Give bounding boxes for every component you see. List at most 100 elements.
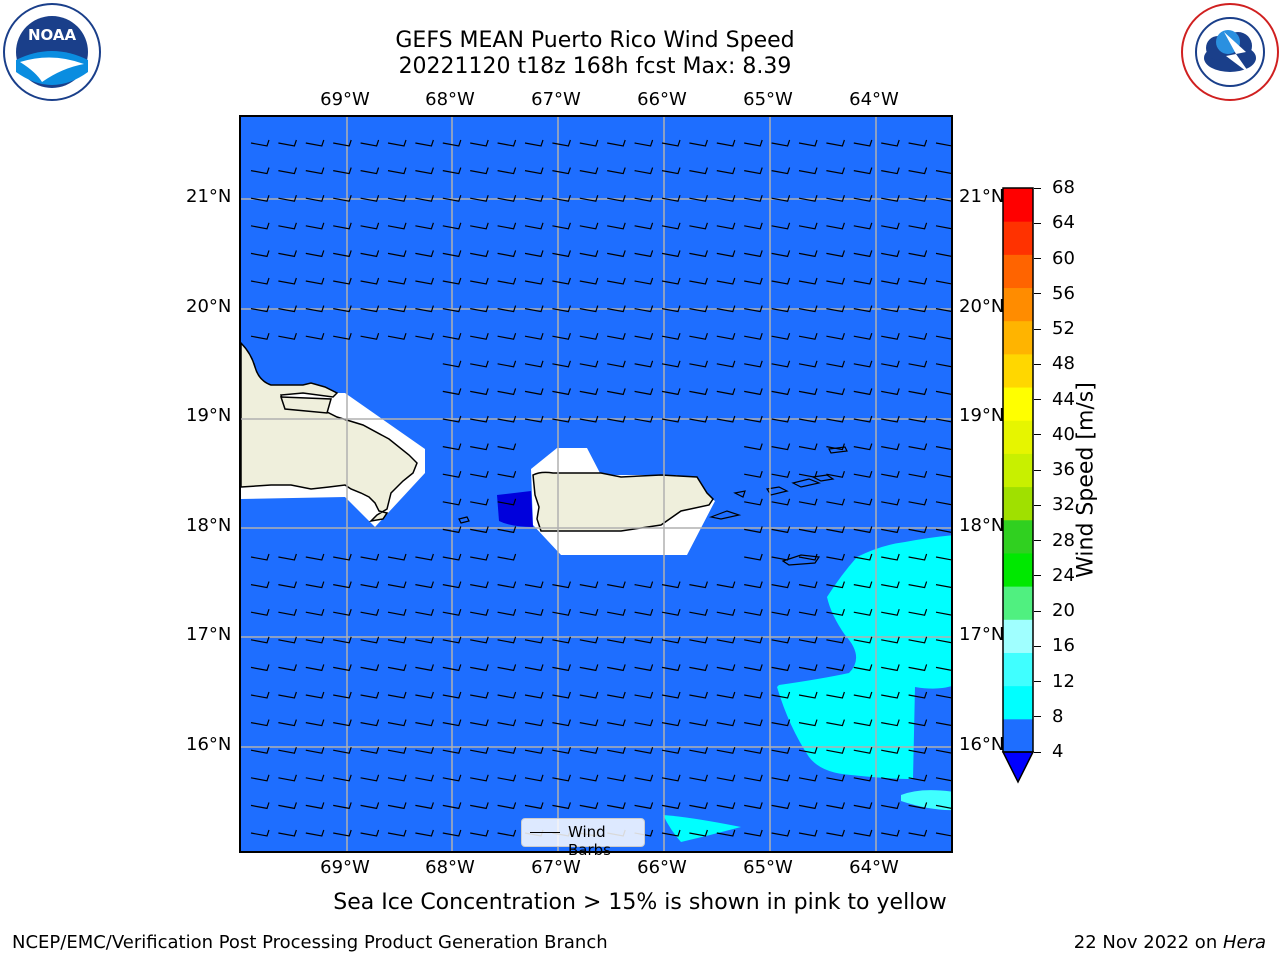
wind-barb xyxy=(689,139,708,147)
wind-barb xyxy=(634,195,654,202)
legend-wind-barb-line xyxy=(530,832,560,833)
wind-barb xyxy=(552,250,571,258)
wind-barb xyxy=(661,333,681,340)
wind-barb xyxy=(470,691,489,699)
wind-barb xyxy=(744,774,763,782)
wind-barb xyxy=(360,250,380,258)
wind-barb xyxy=(360,691,380,699)
wind-barb xyxy=(798,747,818,754)
wind-barb xyxy=(497,250,517,258)
colorbar-tick-label: 16 xyxy=(1052,635,1075,657)
wind-barb xyxy=(661,222,681,230)
wind-barb xyxy=(415,553,434,561)
wind-barb xyxy=(853,443,873,451)
wind-barb xyxy=(552,305,571,313)
wind-barb xyxy=(935,252,951,257)
wind-barb xyxy=(524,719,544,727)
wind-barb xyxy=(305,719,325,727)
wind-barb xyxy=(607,305,626,313)
lat-label-right-21n: 21°N xyxy=(959,186,1005,207)
wind-barb xyxy=(881,443,900,451)
colorbar-tick-mark xyxy=(1034,222,1041,224)
colorbar-tick-label: 60 xyxy=(1052,247,1075,269)
wind-barb xyxy=(798,609,818,616)
wind-barb xyxy=(935,832,951,837)
wind-barb xyxy=(661,167,681,175)
wind-barb xyxy=(689,609,708,616)
wind-barb xyxy=(771,636,791,644)
wind-barb xyxy=(278,305,297,313)
wind-barb xyxy=(853,415,873,423)
colorbar-tick-mark xyxy=(1034,258,1041,259)
wind-barb xyxy=(250,222,270,230)
wind-barb xyxy=(579,250,599,258)
colorbar-segment xyxy=(1003,586,1033,620)
wind-barb xyxy=(524,333,544,340)
wind-barb xyxy=(442,526,462,534)
wind-barb xyxy=(798,802,818,810)
wind-barb xyxy=(552,747,571,754)
colorbar-label: Wind Speed [m/s] xyxy=(1073,382,1099,578)
colorbar-segment xyxy=(1003,718,1033,753)
wind-barb xyxy=(853,526,873,534)
colorbar-tick-mark xyxy=(1034,399,1041,400)
wind-barb xyxy=(470,581,489,589)
wind-barb xyxy=(360,305,380,313)
wind-barb xyxy=(552,277,571,285)
wind-barb xyxy=(826,747,845,754)
wind-barb xyxy=(881,609,900,616)
wind-barb xyxy=(305,305,325,313)
wind-barb xyxy=(853,829,873,837)
wind-barb xyxy=(771,802,791,810)
wind-barb xyxy=(716,277,736,285)
wind-barb xyxy=(470,802,489,810)
wind-barb xyxy=(415,581,434,589)
wind-barb xyxy=(552,609,571,616)
island-mona xyxy=(458,516,470,524)
wind-barb xyxy=(798,305,818,313)
wind-barb xyxy=(798,195,818,202)
wind-barb xyxy=(607,691,626,699)
wind-barb xyxy=(661,250,681,258)
chart-subtitle: 20221120 t18z 168h fcst Max: 8.39 xyxy=(398,54,792,79)
wind-barb xyxy=(661,195,681,202)
wind-barb xyxy=(497,195,517,202)
wind-barb xyxy=(387,829,407,837)
wind-barb xyxy=(497,609,517,616)
wind-barb xyxy=(607,774,626,782)
wind-barb xyxy=(305,195,325,202)
wind-barb xyxy=(524,195,544,202)
colorbar-tick-mark xyxy=(1034,328,1041,330)
wind-barb xyxy=(415,305,434,313)
wind-barb xyxy=(250,581,270,589)
wind-barb xyxy=(744,664,763,672)
wind-barb xyxy=(935,666,951,671)
wind-barb xyxy=(689,719,708,727)
wind-barb xyxy=(579,609,599,616)
wind-barb xyxy=(442,691,462,699)
wind-barb xyxy=(716,333,736,340)
colorbar-tick-label: 56 xyxy=(1052,282,1075,304)
wind-barb xyxy=(771,305,791,313)
colorbar-tick-mark xyxy=(1034,645,1041,647)
wind-barb xyxy=(442,609,462,616)
wind-barb xyxy=(853,388,873,396)
wind-barb xyxy=(415,802,434,810)
wind-barb xyxy=(524,415,544,423)
wind-barb xyxy=(552,195,571,202)
wind-barb xyxy=(607,747,626,754)
wind-barb xyxy=(442,471,462,478)
wind-barb xyxy=(497,581,517,589)
wind-barb xyxy=(689,360,708,368)
wind-barb xyxy=(716,360,736,368)
wind-barb xyxy=(634,167,654,175)
wind-barb xyxy=(935,197,951,202)
wind-barb xyxy=(881,498,900,506)
lat-label-right-18n: 18°N xyxy=(959,515,1005,536)
wind-barb xyxy=(935,639,951,644)
wind-barb xyxy=(442,415,462,423)
wind-barb xyxy=(798,471,818,478)
wind-barb xyxy=(853,333,873,340)
wind-barb xyxy=(908,581,928,589)
wind-barb xyxy=(798,139,818,147)
